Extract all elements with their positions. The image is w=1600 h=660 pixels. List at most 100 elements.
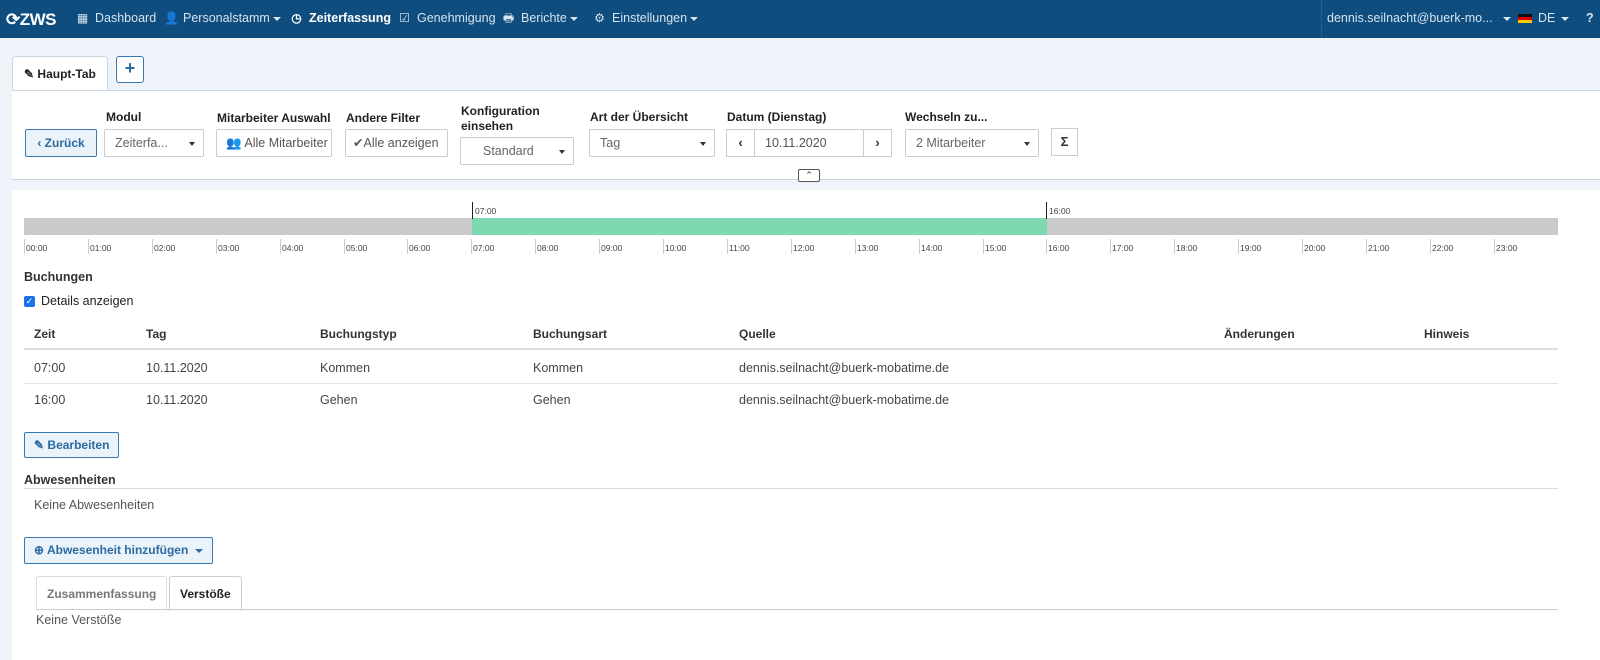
- column-header-buchungsart[interactable]: Buchungsart: [533, 327, 608, 341]
- timeline-tick: [727, 239, 728, 254]
- column-header-hinweis[interactable]: Hinweis: [1424, 327, 1470, 341]
- timeline-hour-label: 13:00: [857, 243, 879, 253]
- abwesenheiten-title: Abwesenheiten: [24, 473, 116, 487]
- timeline-hour-label: 08:00: [537, 243, 559, 253]
- tab-haupt[interactable]: ✎ Haupt-Tab: [12, 56, 108, 91]
- clock-icon: ◷: [291, 11, 302, 25]
- timeline-hour-label: 09:00: [601, 243, 623, 253]
- timeline-hour-label: 12:00: [793, 243, 815, 253]
- timeline-hour-label: 10:00: [665, 243, 687, 253]
- timeline-tick: [88, 239, 89, 254]
- nav-personalstamm-label: Personalstamm: [183, 11, 270, 25]
- timeline-hour-label: 14:00: [921, 243, 943, 253]
- user-menu[interactable]: dennis.seilnacht@buerk-mo...: [1327, 0, 1511, 38]
- tab-verstoesse[interactable]: Verstöße: [169, 576, 242, 611]
- modul-value: Zeiterfa...: [115, 136, 168, 150]
- timeline-hour-label: 01:00: [90, 243, 112, 253]
- konfiguration-value: Standard: [483, 144, 534, 158]
- nav-berichte[interactable]: 🖶 Berichte: [502, 0, 578, 38]
- timeline-hour-label: 21:00: [1368, 243, 1390, 253]
- column-header-zeit[interactable]: Zeit: [34, 327, 56, 341]
- column-header-aenderungen[interactable]: Änderungen: [1224, 327, 1295, 341]
- konfiguration-select[interactable]: Standard: [460, 137, 574, 165]
- timeline-tick: [1238, 239, 1239, 254]
- sigma-icon: Σ: [1060, 134, 1069, 149]
- nav-divider: [1321, 0, 1322, 38]
- chevron-down-icon: [1502, 16, 1511, 21]
- cell-quelle: dennis.seilnacht@buerk-mobatime.de: [739, 361, 950, 375]
- cell-zeit: 16:00: [34, 393, 66, 407]
- nav-zeiterfassung[interactable]: ◷ Zeiterfassung: [290, 0, 391, 38]
- collapse-panel-button[interactable]: ⌃: [798, 169, 820, 182]
- timeline-end-label: 16:00: [1049, 206, 1071, 216]
- date-next-button[interactable]: ›: [863, 129, 892, 157]
- nav-einstellungen-label: Einstellungen: [612, 11, 688, 25]
- edit-button-label: Bearbeiten: [47, 438, 110, 452]
- day-timeline: [24, 218, 1558, 235]
- help-button[interactable]: ?: [1586, 0, 1594, 38]
- timeline-hour-label: 02:00: [154, 243, 176, 253]
- table-header-divider: [24, 348, 1558, 350]
- column-header-tag[interactable]: Tag: [146, 327, 167, 341]
- nav-genehmigung-label: Genehmigung: [417, 11, 496, 25]
- nav-dashboard[interactable]: ▦ Dashboard: [76, 0, 156, 38]
- nav-genehmigung[interactable]: ☑ Genehmigung: [398, 0, 496, 38]
- caret-down-icon: [1024, 142, 1030, 146]
- main-content: 07:00 16:00 00:00 01:00 02:00 03:00 04:00 05:…: [12, 190, 1600, 660]
- date-prev-button[interactable]: ‹: [726, 129, 755, 157]
- timeline-tick: [791, 239, 792, 254]
- andere-filter-value: Alle anzeigen: [363, 136, 439, 150]
- wechseln-select[interactable]: 2 Mitarbeiter: [905, 129, 1039, 157]
- user-email: dennis.seilnacht@buerk-mo...: [1327, 11, 1493, 25]
- column-header-quelle[interactable]: Quelle: [739, 327, 776, 341]
- timeline-hour-label: 06:00: [409, 243, 431, 253]
- abwesenheiten-divider: [24, 488, 1558, 489]
- chevron-down-icon: [1561, 16, 1570, 21]
- nav-personalstamm[interactable]: 👤 Personalstamm: [164, 0, 281, 38]
- timeline-tick: [1174, 239, 1175, 254]
- date-value: 10.11.2020: [765, 136, 827, 150]
- edit-button[interactable]: ✎ Bearbeiten: [24, 432, 120, 458]
- logo-text: ZWS: [19, 10, 57, 29]
- chevron-down-icon: [194, 548, 203, 553]
- wechseln-value: 2 Mitarbeiter: [916, 136, 986, 150]
- app-logo[interactable]: ⟳ZWS: [6, 10, 57, 30]
- column-header-buchungstyp[interactable]: Buchungstyp: [320, 327, 397, 341]
- date-input[interactable]: 10.11.2020: [754, 129, 864, 157]
- timeline-tick: [1110, 239, 1111, 254]
- grid-icon: ▦: [76, 11, 89, 25]
- timeline-tick: [407, 239, 408, 254]
- modul-label: Modul: [106, 110, 142, 124]
- nav-berichte-label: Berichte: [521, 11, 567, 25]
- timeline-tick: [919, 239, 920, 254]
- cell-zeit: 07:00: [34, 361, 66, 375]
- german-flag-icon: [1518, 14, 1532, 24]
- row-divider: [24, 383, 1558, 384]
- help-icon: ?: [1586, 11, 1594, 25]
- details-checkbox[interactable]: ✓: [24, 296, 35, 307]
- details-checkbox-label: Details anzeigen: [41, 294, 134, 308]
- art-uebersicht-select[interactable]: Tag: [589, 129, 715, 157]
- modul-select[interactable]: Zeiterfa...: [104, 129, 204, 157]
- andere-filter-button[interactable]: ✔Alle anzeigen: [345, 129, 448, 157]
- nav-einstellungen[interactable]: ⚙ Einstellungen: [593, 0, 699, 38]
- sum-button[interactable]: Σ: [1051, 128, 1078, 156]
- top-navbar: ⟳ZWS ▦ Dashboard 👤 Personalstamm ◷ Zeiterfa…: [0, 0, 1600, 38]
- cell-buchungsart: Kommen: [533, 361, 584, 375]
- mitarbeiter-select-button[interactable]: 👥 Alle Mitarbeiter: [216, 129, 332, 157]
- andere-filter-label: Andere Filter: [346, 111, 421, 125]
- language-menu[interactable]: DE: [1518, 0, 1570, 38]
- timeline-hour-label: 15:00: [985, 243, 1007, 253]
- tab-verstoesse-label: Verstöße: [180, 587, 231, 601]
- add-tab-button[interactable]: +: [116, 56, 144, 83]
- timeline-tick: [855, 239, 856, 254]
- caret-down-icon: [559, 150, 565, 154]
- add-absence-button[interactable]: ⊕ Abwesenheit hinzufügen: [24, 537, 213, 564]
- plus-icon: +: [124, 58, 136, 78]
- mitarbeiter-label: Mitarbeiter Auswahl: [217, 111, 331, 125]
- back-button[interactable]: ‹ Zurück: [25, 129, 97, 157]
- timeline-tick: [1494, 239, 1495, 254]
- timeline-tick: [535, 239, 536, 254]
- tab-zusammenfassung[interactable]: Zusammenfassung: [36, 576, 168, 610]
- nav-zeiterfassung-label: Zeiterfassung: [309, 11, 391, 25]
